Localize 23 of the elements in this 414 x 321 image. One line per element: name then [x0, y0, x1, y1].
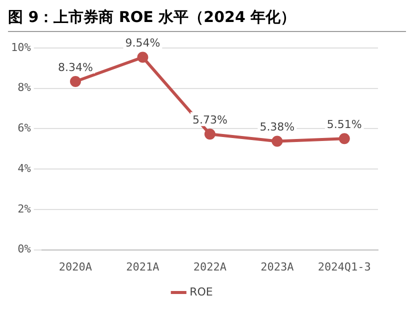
data-label: 9.54% — [125, 36, 160, 50]
x-tick-label: 2023A — [260, 260, 294, 274]
point — [204, 128, 216, 140]
point — [272, 136, 283, 147]
chart-title: 图 9：上市券商 ROE 水平（2024 年化） — [8, 8, 406, 32]
y-tick-label: 0% — [18, 242, 32, 256]
data-label: 8.34% — [58, 60, 93, 74]
x-tick-label: 2022A — [193, 260, 227, 274]
y-tick-label: 8% — [18, 81, 32, 94]
x-tick-label: 2020A — [58, 260, 92, 274]
data-label: 5.38% — [260, 120, 295, 134]
y-tick-label: 10% — [10, 40, 32, 54]
x-tick-label: 2021A — [126, 260, 160, 274]
point — [137, 52, 148, 63]
point — [338, 133, 350, 144]
data-label: 5.51% — [326, 118, 362, 131]
y-tick-label: 2% — [18, 202, 32, 216]
legend-label: ROE — [190, 285, 213, 298]
y-tick-label: 6% — [18, 122, 32, 135]
data-label: 5.73% — [192, 114, 228, 127]
point — [70, 76, 81, 87]
y-tick-label: 4% — [18, 162, 32, 175]
x-tick-label: 2024Q1-3 — [318, 260, 371, 274]
